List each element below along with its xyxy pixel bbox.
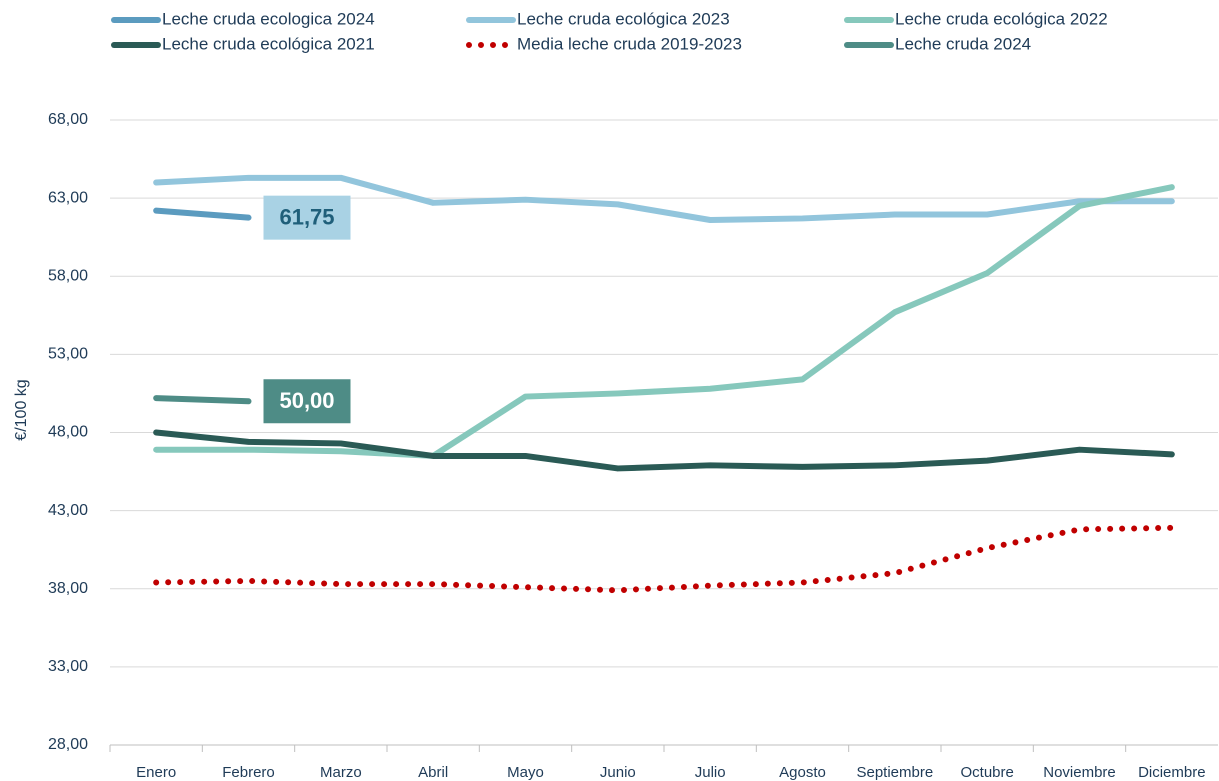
data-label: 50,00	[279, 388, 334, 413]
series-line	[153, 174, 1175, 223]
x-tick-label: Marzo	[320, 764, 362, 781]
x-tick-label: Agosto	[779, 764, 826, 781]
legend-label: Leche cruda ecológica 2021	[162, 34, 375, 53]
y-tick-label: 63,00	[48, 189, 88, 206]
x-tick-label: Mayo	[507, 764, 544, 781]
y-tick-label: 48,00	[48, 424, 88, 441]
legend-label: Media leche cruda 2019-2023	[517, 34, 742, 53]
x-tick-label: Abril	[418, 764, 448, 781]
x-tick-label: Septiembre	[856, 764, 933, 781]
x-tick-label: Enero	[136, 764, 176, 781]
x-tick-label: Diciembre	[1138, 764, 1206, 781]
y-tick-label: 43,00	[48, 502, 88, 519]
legend-label: Leche cruda 2024	[895, 34, 1031, 53]
x-tick-label: Junio	[600, 764, 636, 781]
y-tick-label: 68,00	[48, 111, 88, 128]
x-tick-label: Julio	[695, 764, 726, 781]
legend-label: Leche cruda ecológica 2022	[895, 9, 1108, 28]
legend-label: Leche cruda ecologica 2024	[162, 9, 375, 28]
x-tick-label: Noviembre	[1043, 764, 1116, 781]
series-line	[153, 524, 1175, 594]
x-tick-label: Febrero	[222, 764, 275, 781]
y-tick-label: 53,00	[48, 346, 88, 363]
legend-label: Leche cruda ecológica 2023	[517, 9, 730, 28]
data-label: 61,75	[279, 204, 334, 229]
y-tick-label: 33,00	[48, 658, 88, 675]
y-tick-label: 58,00	[48, 267, 88, 284]
series-line	[153, 429, 1175, 472]
y-axis-label: €/100 kg	[13, 379, 30, 440]
y-tick-label: 28,00	[48, 736, 88, 753]
y-tick-label: 38,00	[48, 580, 88, 597]
label-box	[263, 379, 351, 424]
series-line	[153, 207, 252, 221]
label-box	[263, 195, 351, 240]
series-line	[153, 395, 252, 405]
x-tick-label: Octubre	[960, 764, 1013, 781]
series-line	[153, 184, 1175, 459]
